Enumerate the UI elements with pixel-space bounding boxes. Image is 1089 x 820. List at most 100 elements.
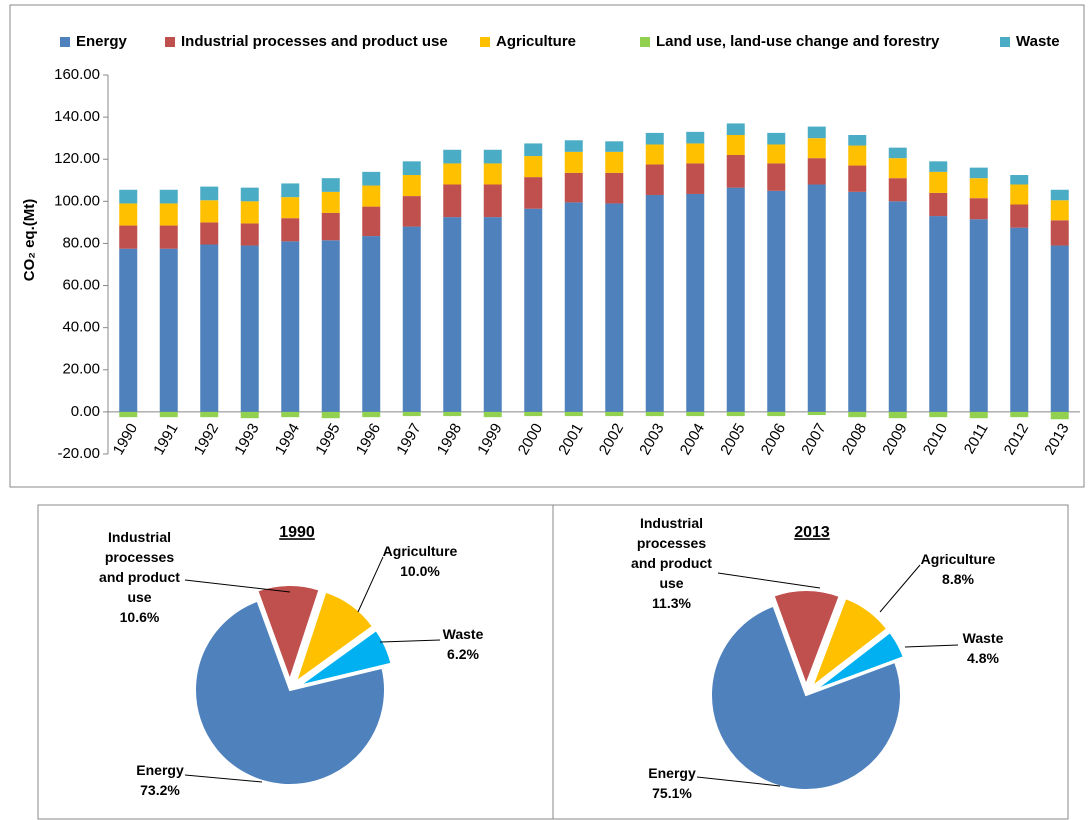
- leader-line: [184, 579, 291, 593]
- slice-value: 10.6%: [119, 609, 160, 625]
- x-tick-label: 1996: [353, 420, 384, 457]
- x-tick-label: 2000: [515, 420, 546, 457]
- x-tick-label: 1995: [312, 420, 343, 457]
- bar-segment: [321, 178, 340, 192]
- bar-segment: [564, 202, 583, 412]
- bar-segment: [362, 236, 381, 412]
- frame: [552, 504, 1069, 820]
- slice-label: Agriculture 8.8%: [908, 549, 1008, 589]
- bar-segment: [564, 172, 583, 203]
- x-tick-label: 2008: [839, 420, 870, 457]
- bar-segment: [645, 132, 664, 145]
- legend-item: Industrial processes and product use: [165, 33, 448, 50]
- bar-segment: [362, 185, 381, 207]
- legend-item: Energy: [60, 33, 127, 50]
- pie-slice: [293, 590, 375, 685]
- legend-item: Waste: [1000, 33, 1060, 50]
- bar-segment: [240, 223, 259, 246]
- x-tick-label: 1993: [231, 420, 262, 457]
- frame: [9, 4, 1085, 488]
- bar-segment: [321, 411, 340, 419]
- bar-segment: [159, 203, 178, 226]
- bar-segment: [402, 175, 421, 197]
- slice-category: Waste: [962, 630, 1004, 646]
- x-tick-label: 1997: [393, 420, 424, 457]
- bar-segment: [443, 163, 462, 185]
- bar-segment: [281, 183, 300, 198]
- bar-segment: [686, 163, 705, 194]
- x-tick-label: 2002: [596, 420, 627, 457]
- bar-segment: [888, 411, 907, 419]
- leader-line: [904, 644, 959, 648]
- slice-label: Waste 6.2%: [413, 624, 513, 664]
- leader-line: [717, 572, 821, 589]
- slice-value: 6.2%: [447, 646, 479, 662]
- bar-segment: [929, 171, 948, 193]
- leader-line: [357, 556, 384, 613]
- bar-segment: [483, 163, 502, 185]
- bar-segment: [443, 217, 462, 412]
- bar-segment: [1010, 411, 1029, 418]
- slice-value: 10.0%: [400, 563, 440, 579]
- bar-segment: [362, 171, 381, 186]
- bar-segment: [807, 158, 826, 185]
- pie-slice: [809, 596, 889, 690]
- slice-category: Industrial processes and product use: [99, 529, 180, 605]
- legend-item: Land use, land-use change and forestry: [640, 33, 939, 50]
- bar-segment: [240, 201, 259, 224]
- bar-segment: [929, 192, 948, 217]
- slice-label: Waste 4.8%: [933, 628, 1033, 668]
- bar-segment: [524, 411, 543, 417]
- bar-segment: [119, 248, 138, 412]
- bar-segment: [483, 184, 502, 218]
- slice-value: 73.2%: [140, 782, 180, 798]
- bar-segment: [848, 165, 867, 192]
- bar-segment: [200, 244, 219, 412]
- x-tick-label: 2003: [636, 420, 667, 457]
- bar-segment: [240, 411, 259, 419]
- slice-category: Agriculture: [382, 543, 458, 559]
- x-tick-label: 1990: [110, 420, 141, 457]
- bar-segment: [686, 143, 705, 164]
- x-tick-label: 1991: [150, 420, 181, 457]
- slice-value: 8.8%: [942, 571, 974, 587]
- legend-swatch: [60, 36, 70, 47]
- bar-segment: [524, 156, 543, 178]
- legend-swatch: [480, 36, 490, 47]
- bar-segment: [1050, 200, 1069, 221]
- bar-segment: [969, 178, 988, 199]
- bar-segment: [645, 411, 664, 417]
- bar-segment: [969, 198, 988, 220]
- bar-segment: [686, 411, 705, 417]
- bar-segment: [1050, 411, 1069, 420]
- bar-segment: [969, 167, 988, 179]
- y-tick-label: -20.00: [57, 445, 100, 462]
- bar-segment: [929, 411, 948, 418]
- bar-segment: [605, 172, 624, 204]
- bar-segment: [281, 411, 300, 418]
- bar-segment: [402, 196, 421, 227]
- bar-segment: [483, 411, 502, 418]
- x-tick-label: 2012: [1001, 420, 1032, 457]
- x-tick-label: 1998: [434, 420, 465, 457]
- bar-segment: [807, 138, 826, 159]
- x-tick-label: 2010: [920, 420, 951, 457]
- y-tick-label: 0.00: [71, 403, 100, 420]
- x-tick-label: 2004: [677, 420, 708, 457]
- bar-segment: [605, 203, 624, 412]
- bar-segment: [848, 191, 867, 412]
- bar-segment: [726, 411, 745, 417]
- legend-label: Industrial processes and product use: [181, 33, 448, 50]
- legend-label: Energy: [76, 33, 127, 50]
- bar-segment: [605, 151, 624, 173]
- bar-segment: [564, 151, 583, 173]
- bar-segment: [807, 411, 826, 416]
- bar-segment: [443, 184, 462, 218]
- bar-segment: [200, 200, 219, 223]
- bar-segment: [281, 241, 300, 412]
- bar-segment: [524, 177, 543, 209]
- bar-segment: [1010, 227, 1029, 412]
- bar-segment: [726, 155, 745, 188]
